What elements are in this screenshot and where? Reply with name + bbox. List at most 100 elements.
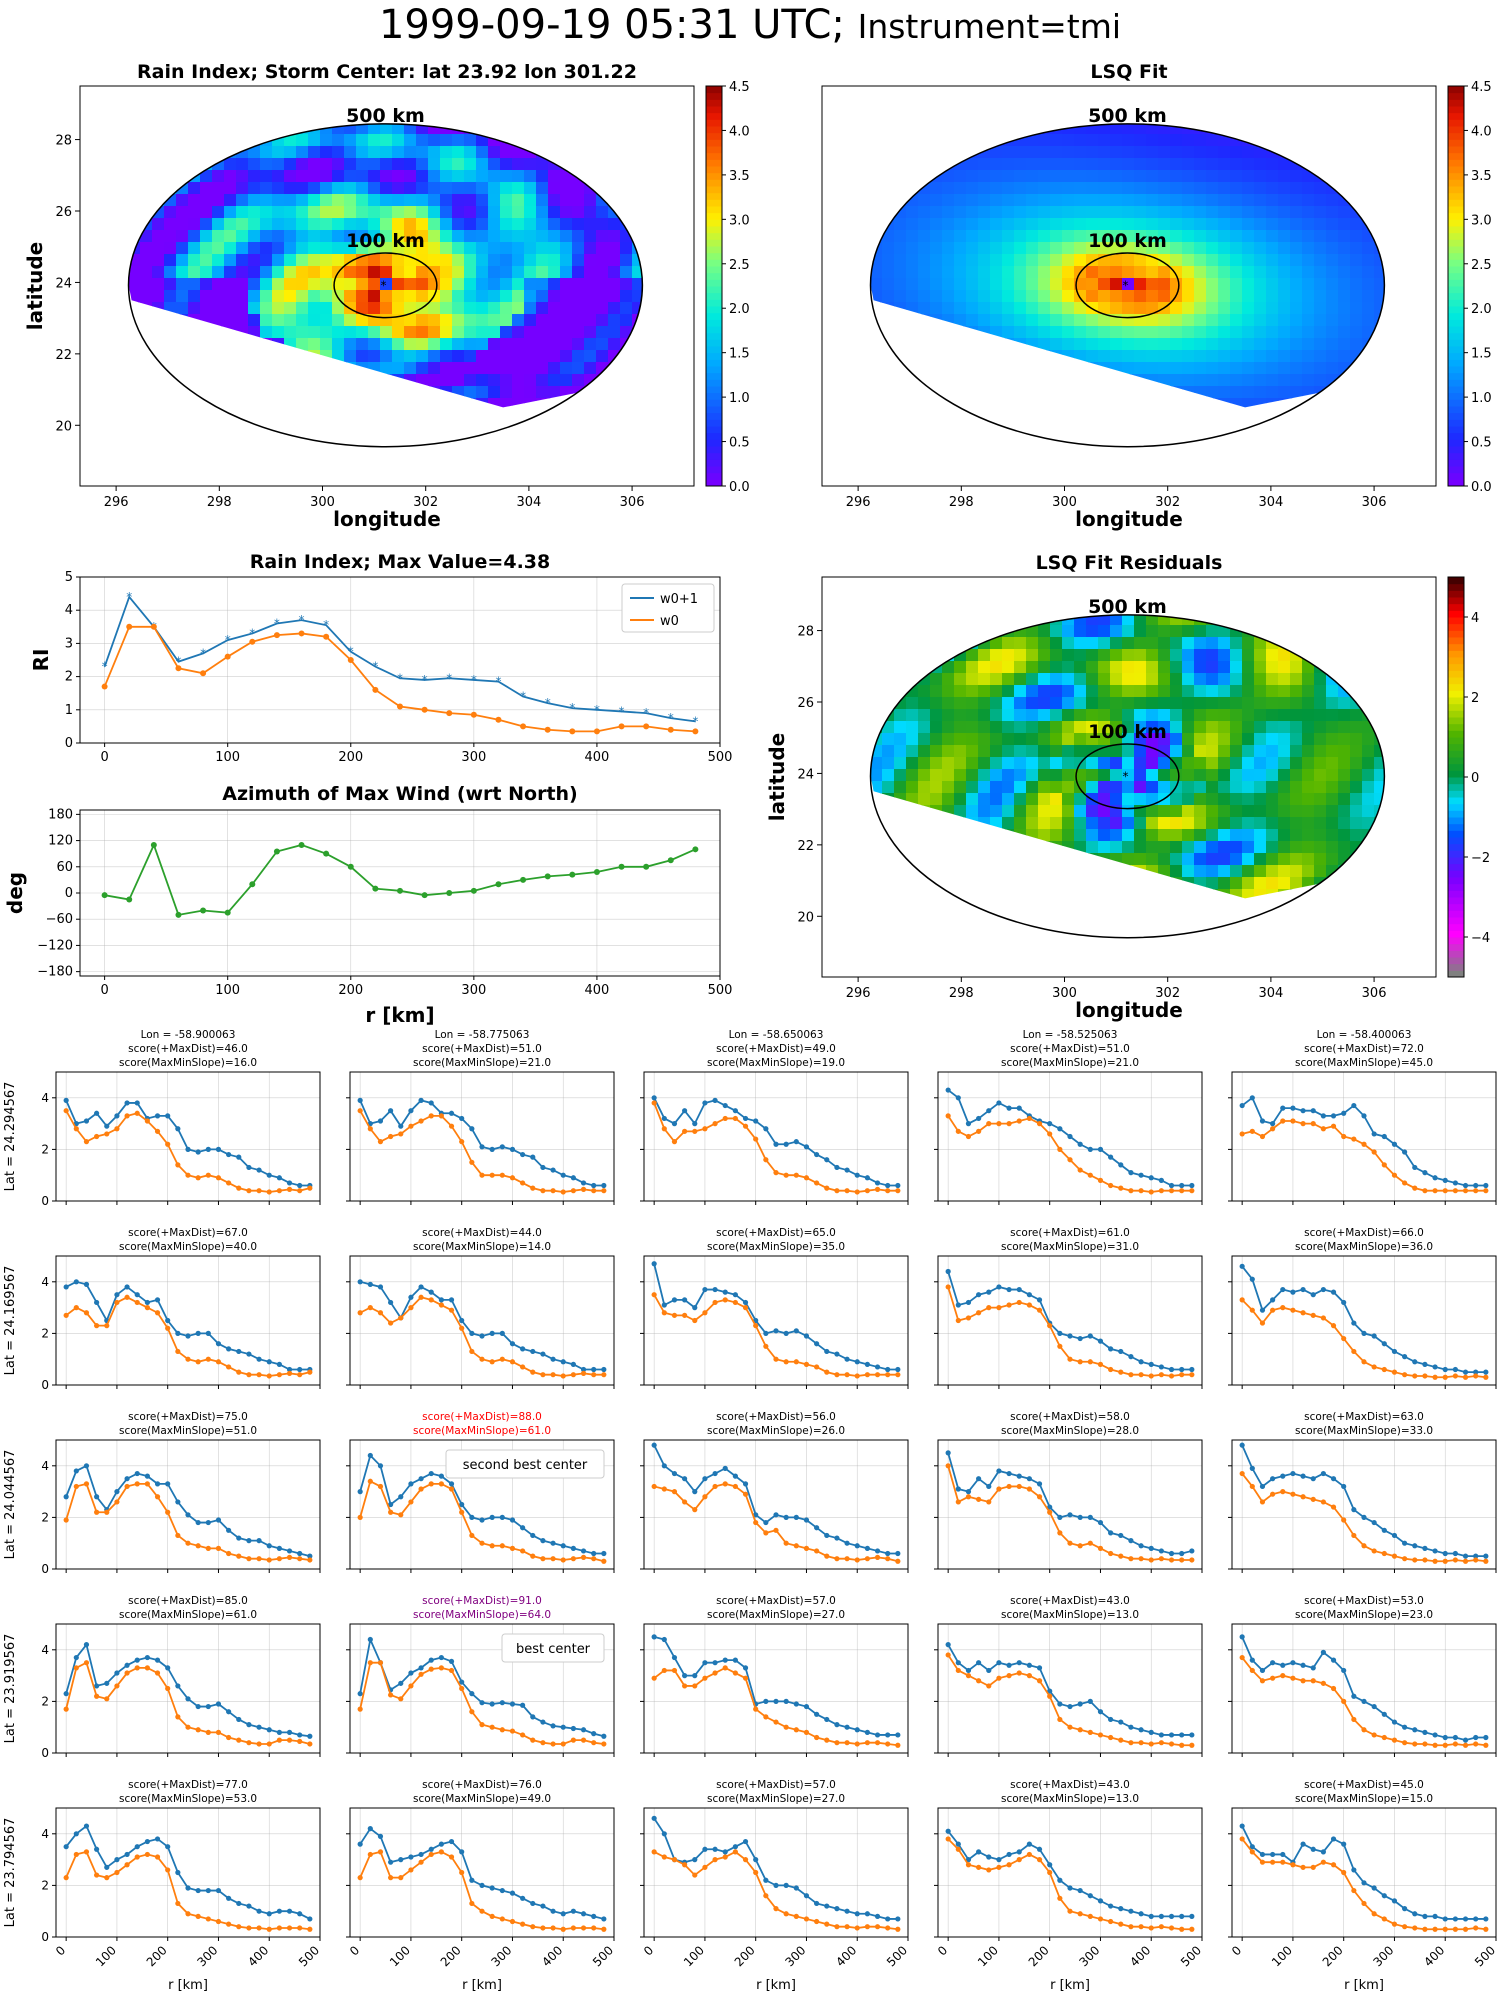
map-cell <box>1074 961 1087 974</box>
map-cell <box>272 314 285 327</box>
map-cell <box>224 422 237 435</box>
map-cell <box>870 350 883 363</box>
map-cell <box>1038 134 1051 147</box>
map-cell <box>200 302 213 315</box>
map-cell <box>930 290 943 303</box>
map-cell <box>512 218 525 231</box>
map-cell <box>930 374 943 387</box>
map-cell <box>906 230 919 243</box>
map-cell <box>632 146 643 159</box>
map-cell <box>1050 614 1063 626</box>
map-cell <box>140 422 153 435</box>
map-cell <box>596 123 609 135</box>
map-cell <box>858 625 871 638</box>
map-cell <box>464 458 477 471</box>
map-cell <box>978 470 991 483</box>
map-cell <box>1098 829 1111 842</box>
map-cell <box>846 458 859 471</box>
map-cell <box>476 182 489 195</box>
map-cell <box>368 134 381 147</box>
map-cell <box>1134 961 1147 974</box>
map-cell <box>1122 446 1135 459</box>
map-cell <box>1230 589 1243 602</box>
map-cell <box>1002 829 1015 842</box>
map-cell <box>212 182 225 195</box>
map-cell <box>1110 350 1123 363</box>
map-cell <box>572 458 585 471</box>
map-cell <box>176 86 189 99</box>
map-cell <box>1050 266 1063 279</box>
map-cell <box>846 206 859 219</box>
map-cell <box>1038 482 1051 495</box>
map-cell <box>344 170 357 183</box>
map-cell <box>894 182 907 195</box>
map-cell <box>1110 973 1123 986</box>
map-cell <box>236 110 249 123</box>
colorbar-frame <box>705 85 723 487</box>
map-cell <box>834 362 847 375</box>
map-cell <box>990 589 1003 602</box>
map-cell <box>978 937 991 950</box>
map-cell <box>1026 673 1039 686</box>
map-cell <box>870 254 883 267</box>
map-cell <box>918 721 931 734</box>
map-cell <box>1230 374 1243 387</box>
map-cell <box>392 290 405 303</box>
map-cell <box>1122 649 1135 662</box>
map-cell <box>1290 446 1303 459</box>
map-cell <box>296 194 309 207</box>
map-cell <box>1194 793 1207 806</box>
map-cell <box>870 458 883 471</box>
map-cell <box>834 949 847 962</box>
map-cell <box>656 446 669 459</box>
map-cell <box>1038 86 1051 99</box>
map-cell <box>954 302 967 315</box>
map-cell <box>656 146 669 159</box>
map-cell <box>356 134 369 147</box>
colorbar-segment <box>1448 119 1464 127</box>
map-cell <box>1398 398 1411 411</box>
map-cell <box>332 326 345 339</box>
map-cell <box>1074 589 1087 602</box>
map-cell <box>978 194 991 207</box>
map-cell <box>1026 446 1039 459</box>
map-cell <box>560 86 573 99</box>
map-cell <box>846 697 859 710</box>
map-cell <box>548 290 561 303</box>
map-cell <box>1182 410 1195 423</box>
colorbar-segment <box>706 452 722 460</box>
map-cell <box>92 458 105 471</box>
map-cell <box>632 86 645 99</box>
map-cell <box>332 218 345 231</box>
map-cell <box>822 793 835 806</box>
map-cell <box>260 218 273 231</box>
map-cell <box>1242 278 1255 291</box>
map-cell <box>954 961 967 974</box>
map-cell <box>1194 721 1207 734</box>
ring-outer-label: 500 km <box>1088 105 1167 127</box>
map-cell <box>428 170 441 183</box>
map-cell <box>1062 901 1075 914</box>
map-cell <box>128 278 141 291</box>
map-cell <box>906 793 919 806</box>
map-cell <box>620 278 633 291</box>
map-cell <box>1218 290 1231 303</box>
map-cell <box>1314 314 1327 327</box>
map-cell <box>990 434 1003 447</box>
map-cell <box>488 182 501 195</box>
map-cell <box>1254 134 1267 147</box>
map-cell <box>930 98 943 111</box>
map-cell <box>1050 649 1063 662</box>
map-cell <box>834 482 847 495</box>
map-cell <box>104 170 117 183</box>
map-cell <box>1278 230 1291 243</box>
map-cell <box>380 86 393 99</box>
map-cell <box>1242 374 1255 387</box>
map-cell <box>152 410 165 423</box>
map-cell <box>608 110 621 123</box>
map-cell <box>906 649 919 662</box>
map-cell <box>834 434 847 447</box>
map-cell <box>1122 949 1135 962</box>
map-cell <box>1206 829 1219 842</box>
map-cell <box>272 434 285 447</box>
